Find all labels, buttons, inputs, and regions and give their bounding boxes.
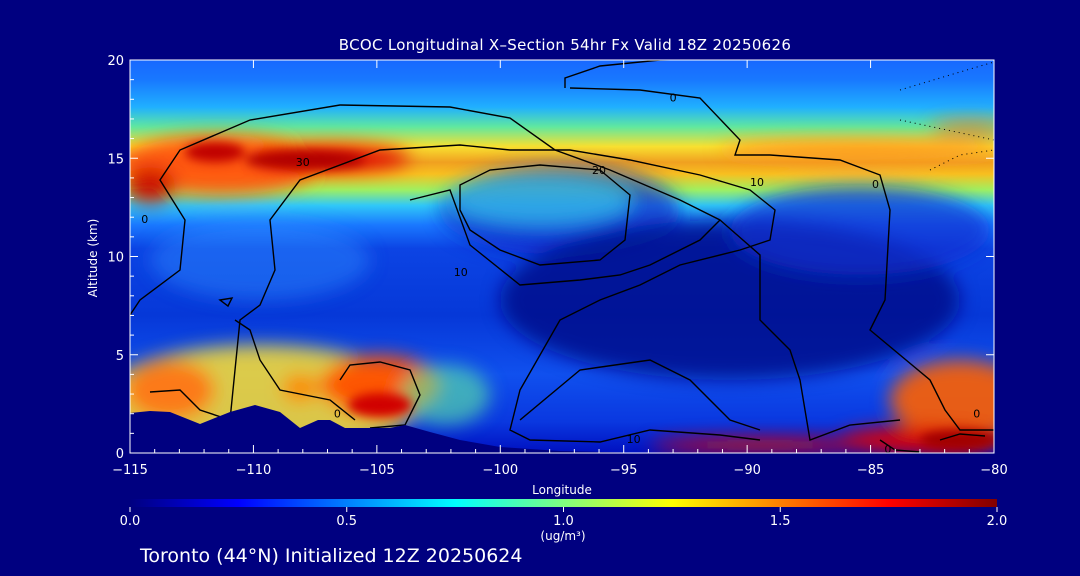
colorbar-tick-label: 0.5 bbox=[336, 514, 357, 529]
x-tick-label: −80 bbox=[980, 463, 1007, 478]
x-tick-label: −90 bbox=[733, 463, 760, 478]
y-tick-label: 5 bbox=[116, 349, 124, 364]
x-tick-label: −110 bbox=[236, 463, 272, 478]
contour-label: 0 bbox=[141, 213, 148, 226]
colorbar bbox=[130, 499, 997, 507]
colorbar-unit-label: (ug/m³) bbox=[540, 529, 585, 543]
x-tick-label: −105 bbox=[359, 463, 395, 478]
x-tick-label: −95 bbox=[610, 463, 637, 478]
contour-labels: 0 30 20 10 0 0 10 0 10 0 0 bbox=[141, 91, 980, 456]
contour-label: 10 bbox=[454, 266, 468, 279]
colorbar-tick-label: 2.0 bbox=[987, 514, 1008, 529]
heatmap-field bbox=[130, 60, 994, 453]
x-axis-label: Longitude bbox=[532, 483, 592, 497]
colorbar-tick-label: 0.0 bbox=[120, 514, 141, 529]
y-axis-ticks: 0 5 10 15 20 bbox=[107, 54, 994, 462]
x-tick-label: −100 bbox=[482, 463, 518, 478]
contour-label: 10 bbox=[750, 176, 764, 189]
x-tick-label: −85 bbox=[857, 463, 884, 478]
contour-label: 20 bbox=[592, 164, 606, 177]
x-axis-ticks: −115 −110 −105 −100 −95 −90 −85 −80 bbox=[112, 60, 1008, 478]
chart-title: BCOC Longitudinal X–Section 54hr Fx Vali… bbox=[339, 36, 791, 54]
footer-caption: Toronto (44°N) Initialized 12Z 20250624 bbox=[139, 545, 523, 567]
colorbar-tick-label: 1.5 bbox=[770, 514, 791, 529]
contour-label: 0 bbox=[872, 178, 879, 191]
y-tick-label: 20 bbox=[107, 54, 124, 69]
terrain-mask bbox=[130, 405, 650, 453]
contour-dotted bbox=[899, 61, 995, 171]
contour-label: 0 bbox=[334, 408, 341, 421]
contour-label: 10 bbox=[627, 433, 641, 446]
colorbar-tick-label: 1.0 bbox=[553, 514, 574, 529]
x-tick-label: −115 bbox=[112, 463, 148, 478]
contour-label: 0 bbox=[973, 408, 980, 421]
contour-label: 30 bbox=[296, 156, 310, 169]
y-tick-label: 15 bbox=[107, 152, 124, 167]
colorbar-ticks: 0.0 0.5 1.0 1.5 2.0 bbox=[120, 507, 1008, 529]
y-tick-label: 10 bbox=[107, 251, 124, 266]
y-axis-label: Altitude (km) bbox=[86, 219, 100, 298]
y-tick-label: 0 bbox=[116, 447, 124, 462]
contour-label: 0 bbox=[884, 443, 891, 456]
contour-label: 0 bbox=[670, 91, 677, 104]
